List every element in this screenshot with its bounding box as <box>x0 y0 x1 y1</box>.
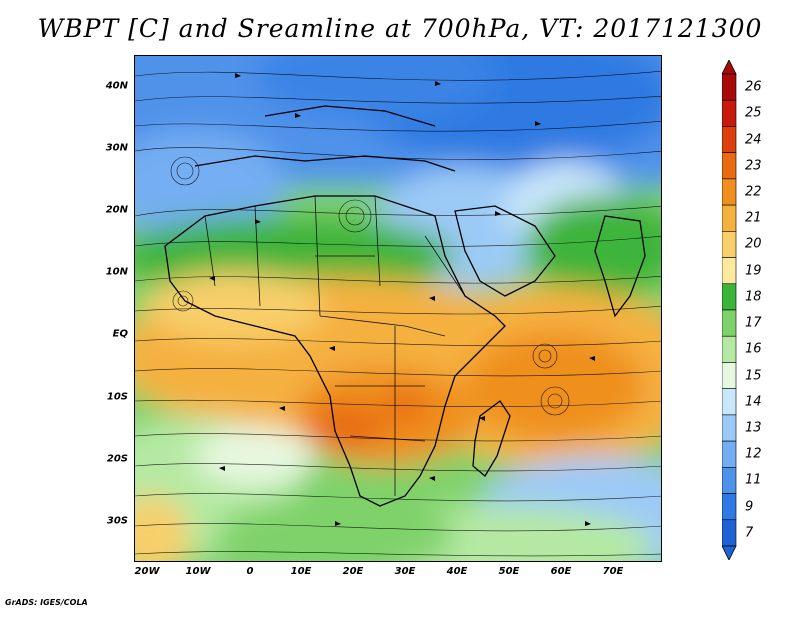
colorbar-swatch <box>722 126 737 153</box>
colorbar-swatch <box>722 362 737 389</box>
colorbar-swatch <box>722 519 737 547</box>
colorbar-label: 26 <box>745 79 762 95</box>
colorbar-label: 22 <box>745 184 762 200</box>
lat-label-20s: 20S <box>106 453 128 465</box>
colorbar-label: 9 <box>745 499 754 515</box>
country-borders <box>204 195 466 496</box>
lon-label-50e: 50E <box>498 566 520 577</box>
colorbar-label: 18 <box>745 289 762 305</box>
lat-label-10s: 10S <box>106 391 128 403</box>
lat-label-20n: 20N <box>105 204 128 216</box>
colorbar-label: 11 <box>745 472 762 488</box>
lon-label-10w: 10W <box>185 566 211 577</box>
lon-label-20e: 20E <box>342 566 364 577</box>
colorbar-label: 25 <box>745 105 762 121</box>
lat-label-40n: 40N <box>105 80 128 92</box>
colorbar-label: 19 <box>745 263 762 279</box>
lon-label-60e: 60E <box>550 566 572 577</box>
colorbar-swatch <box>722 388 737 416</box>
chart-title: WBPT [C] and Sreamline at 700hPa, VT: 20… <box>37 14 763 43</box>
colorbar-label: 17 <box>745 315 762 331</box>
colorbar-swatch <box>722 152 737 180</box>
colorbar-swatch <box>722 204 737 232</box>
colorbar-label: 15 <box>745 368 762 384</box>
colorbar-label: 7 <box>745 525 754 541</box>
colorbar-swatch <box>722 178 737 206</box>
lon-label-30e: 30E <box>394 566 416 577</box>
lat-label-10n: 10N <box>105 266 128 278</box>
colorbar-swatch <box>722 467 737 494</box>
colorbar-label: 12 <box>745 446 762 462</box>
map-canvas <box>135 56 661 561</box>
lon-label-20w: 20W <box>134 566 160 577</box>
colorbar-label: 24 <box>745 132 762 148</box>
lon-label-0: 0 <box>246 566 254 577</box>
colorbar-swatch <box>722 414 737 442</box>
colorbar-swatch <box>722 335 737 363</box>
colorbar-swatch <box>722 257 737 285</box>
colorbar-label: 20 <box>745 236 762 252</box>
colorbar-bottom-arrow <box>722 545 737 560</box>
colorbar-label: 23 <box>745 158 762 174</box>
colorbar-label: 14 <box>745 394 762 410</box>
colorbar-swatch <box>722 73 737 101</box>
lat-label-30n: 30N <box>105 142 128 154</box>
colorbar-label: 16 <box>745 341 762 357</box>
lon-label-40e: 40E <box>446 566 468 577</box>
colorbar-swatch <box>722 493 737 521</box>
colorbar-swatch <box>722 231 737 258</box>
colorbar-swatch <box>722 440 737 468</box>
colorbar-top-arrow <box>722 60 737 75</box>
colorbar-label: 13 <box>745 420 762 436</box>
coastlines <box>164 105 646 507</box>
colorbar-swatch <box>722 283 737 311</box>
streamlines <box>135 70 661 557</box>
colorbar-swatch <box>722 99 737 127</box>
lat-label-eq: EQ <box>112 328 128 340</box>
colorbar-swatch <box>722 309 737 337</box>
wbpt-streamline-map <box>134 55 662 562</box>
lon-label-10e: 10E <box>290 566 312 577</box>
lat-label-30s: 30S <box>106 515 128 527</box>
temperature-field <box>135 56 661 561</box>
colorbar <box>722 60 737 560</box>
colorbar-label: 21 <box>745 210 762 226</box>
grads-credit: GrADS: IGES/COLA <box>5 598 88 607</box>
streamline-arrows <box>209 73 595 526</box>
lon-label-70e: 70E <box>602 566 624 577</box>
